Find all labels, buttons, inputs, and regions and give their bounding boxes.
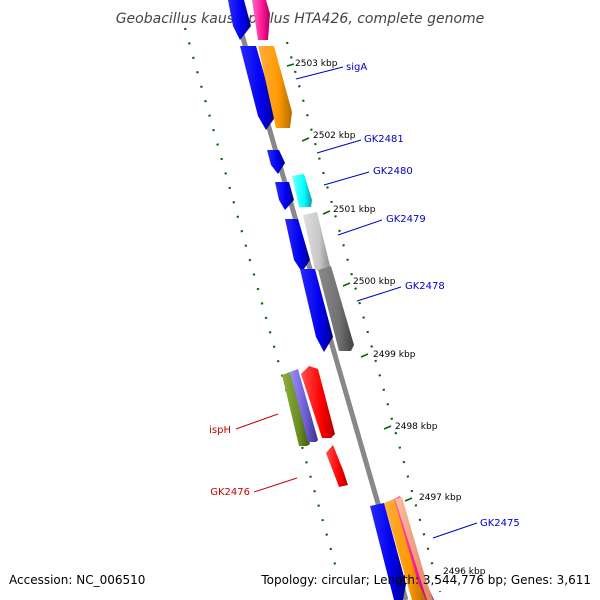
leader-gk2479 (337, 219, 383, 236)
kbp-label: 2503 kbp (295, 59, 338, 69)
gene-arrow-violet (290, 369, 318, 442)
gene-label-gk2475: GK2475 (480, 518, 520, 529)
gene-arrow-gk2478 (300, 269, 333, 352)
gene-arrow-top-pink (252, 0, 270, 40)
outer-tick-track (285, 41, 442, 593)
gene-arrow-gk2476 (326, 445, 348, 487)
accession-text: Accession: NC_006510 (9, 573, 146, 587)
kbp-tick-2498 (383, 425, 392, 430)
gene-arrow-gk2475-orange (384, 499, 426, 600)
gene-arrow-top-blue (228, 0, 251, 40)
gene-label-gk2478: GK2478 (405, 281, 445, 292)
gene-arrow-olive (282, 372, 310, 446)
gene-arrow-gk2475-salmon (395, 497, 433, 600)
gene-label-gk2481: GK2481 (364, 134, 404, 145)
gene-arrow-sigA-orange (258, 46, 292, 128)
genome-summary-text: Topology: circular; Length: 3,544,776 bp… (261, 573, 591, 587)
kbp-label: 2498 kbp (395, 422, 438, 432)
kbp-tick-2501 (322, 210, 331, 215)
map-title: Geobacillus kaustophilus HTA426, complet… (116, 11, 485, 27)
leader-gk2480 (323, 171, 370, 186)
gene-arrow-sigA (240, 46, 276, 130)
gene-label-gk2479: GK2479 (386, 214, 426, 225)
kbp-tick-2502 (301, 137, 310, 142)
kbp-tick-2500 (342, 282, 351, 287)
kbp-label: 2500 kbp (353, 277, 396, 287)
gene-arrow-gk2478-gray (318, 266, 354, 351)
gene-arrow-gk2481 (267, 150, 285, 174)
kbp-label: 2497 kbp (419, 493, 462, 503)
gene-arrow-gk2480 (275, 182, 294, 210)
kbp-label: 2499 kbp (373, 350, 416, 360)
kbp-label: 2501 kbp (333, 205, 376, 215)
leader-gk2481 (316, 139, 362, 154)
leader-gk2478 (356, 286, 402, 302)
kbp-tick-2503 (286, 63, 295, 67)
gene-arrow-gk2475 (370, 503, 406, 600)
gene-arrow-ispH (301, 366, 335, 438)
leader-sigA (295, 66, 344, 80)
kbp-label: 2496 kbp (443, 567, 486, 577)
gene-label-gk2476: GK2476 (210, 487, 250, 498)
gene-arrow-gk2479 (285, 219, 310, 272)
gene-arrow-gk2479-gray (303, 212, 330, 270)
leader-ispH (235, 413, 279, 430)
leader-gk2476 (253, 477, 298, 493)
kbp-tick-2499 (360, 353, 369, 358)
gene-label-sigA: sigA (346, 62, 367, 73)
gene-label-ispH: ispH (209, 425, 231, 436)
leader-gk2475 (432, 522, 478, 539)
kbp-tick-2497 (404, 497, 413, 502)
gene-arrow-gk2480-cyan (292, 174, 312, 207)
gene-label-gk2480: GK2480 (373, 166, 413, 177)
kbp-label: 2502 kbp (313, 131, 356, 141)
